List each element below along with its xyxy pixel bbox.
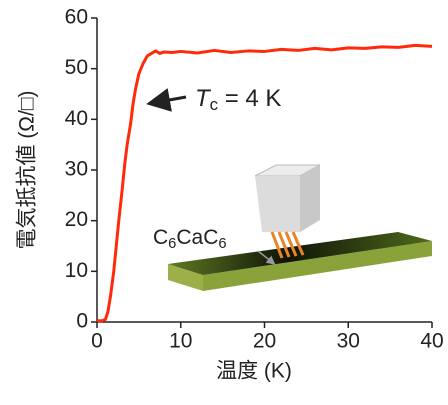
y-tick-label: 0 [76,310,88,333]
x-tick-label: 30 [337,330,360,353]
y-tick-label: 60 [65,6,88,29]
y-tick-label: 30 [65,158,88,181]
x-tick-label: 20 [253,330,276,353]
annotation-part: = 4 K [218,85,281,112]
chart: 温度 (K) 電気抵抗値 (Ω/□) 0 10 20 30 40 50 60 0 10 20 30 4… [0,0,448,405]
y-tick-label: 50 [65,56,88,79]
x-tick-label: 10 [169,330,192,353]
y-axis-label: 電気抵抗値 (Ω/□) [16,90,39,249]
annotation-part: Ca [176,226,203,249]
annotation-part: 6 [218,236,226,252]
annotation-part: c [210,95,218,114]
annotation-part: C [153,226,168,249]
y-tick-label: 20 [65,208,88,231]
y-tick-label: 10 [65,259,88,282]
x-axis-label: 温度 (K) [216,360,292,383]
annotation: C6CaC6 [153,226,227,252]
x-tick-label: 0 [91,330,103,353]
annotation-part: 6 [168,236,176,252]
y-tick-label: 40 [65,107,88,130]
inset-illustration [158,97,432,291]
x-tick-label: 40 [420,330,443,353]
annotation: Tc = 4 K [195,85,281,114]
annotation-part: C [203,226,218,249]
